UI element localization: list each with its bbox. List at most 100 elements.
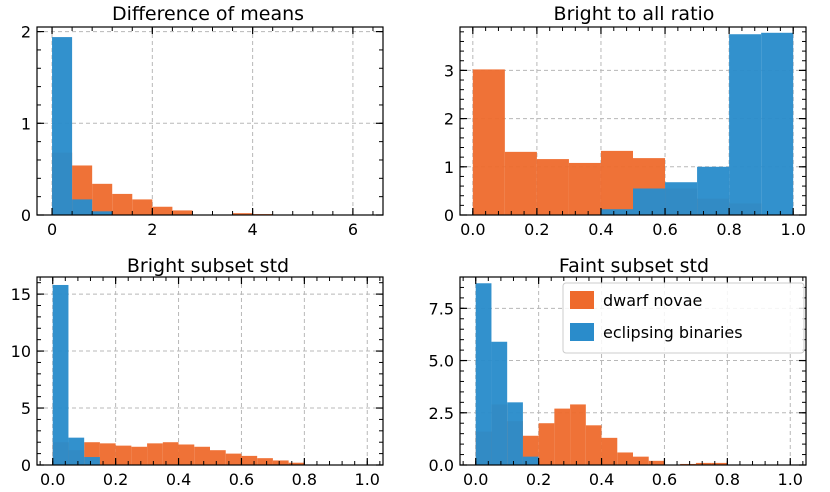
y-tick-label: 2 [444, 110, 454, 129]
x-tick-label: 0.0 [463, 470, 488, 489]
bar-eclipsing-binaries [72, 199, 93, 215]
y-tick-label: 1 [444, 158, 454, 177]
axes-frame [36, 26, 384, 216]
legend-box [562, 282, 805, 354]
x-tick-label: 0.8 [292, 470, 317, 489]
x-tick-label: 0.6 [229, 470, 254, 489]
x-tick-label: 2 [147, 220, 157, 239]
bar-eclipsing-binaries [522, 456, 539, 465]
y-tick-label: 0 [21, 206, 31, 225]
bar-dwarf-novae [288, 462, 305, 465]
bar-dwarf-novae [112, 193, 133, 215]
bar-dwarf-novae [538, 423, 555, 465]
bar-dwarf-novae [232, 213, 253, 215]
y-tick-label: 7.5 [429, 299, 454, 318]
panel-difference-of-means: Difference of means 0 2 4 6 0 1 2 [21, 3, 384, 239]
title-bright-to-all-ratio: Bright to all ratio [554, 3, 715, 25]
bar-dwarf-novae [131, 446, 148, 465]
bar-eclipsing-binaries [92, 211, 113, 215]
y-tick-label: 2 [21, 23, 31, 42]
x-tick-label: 4 [248, 220, 258, 239]
x-tick-label: 1.0 [778, 470, 803, 489]
x-tick-label: 0.2 [103, 470, 128, 489]
legend-swatch-dwarf-novae [570, 291, 594, 309]
y-tick-label: 0 [21, 456, 31, 475]
panel-bright-to-all-ratio: Bright to all ratio 0.0 0.2 0.4 0.6 0.8 1.0 0 1… [444, 3, 807, 239]
bar-eclipsing-binaries [491, 341, 508, 465]
bar-dwarf-novae [132, 199, 153, 215]
x-tick-label: 0.4 [166, 470, 191, 489]
x-tick-label: 1.0 [780, 220, 805, 239]
bar-eclipsing-binaries [697, 166, 730, 215]
title-bright-subset-std: Bright subset std [127, 255, 289, 277]
bar-dwarf-novae [536, 159, 569, 215]
y-tick-label: 5.0 [429, 352, 454, 371]
x-tick-label: 0.8 [716, 220, 741, 239]
y-tick-label: 15 [11, 285, 31, 304]
bar-dwarf-novae [162, 442, 179, 465]
title-difference-of-means: Difference of means [112, 3, 304, 25]
bar-dwarf-novae [241, 455, 258, 465]
legend-label-eclipsing-binaries: eclipsing binaries [603, 323, 743, 342]
bar-dwarf-novae [568, 162, 601, 215]
bar-dwarf-novae [585, 425, 602, 465]
bar-dwarf-novae [225, 453, 242, 465]
bar-eclipsing-binaries [761, 32, 794, 216]
x-tick-label: 0.2 [526, 470, 551, 489]
panel-bright-subset-std: Bright subset std 0.0 0.2 0.4 0.6 0.8 1.0 0 5 10… [11, 255, 384, 489]
bar-eclipsing-binaries [68, 437, 85, 465]
panel-faint-subset-std: Faint subset std 0.0 0.2 0.4 0.6 0.8 1.0 0.0 2.… [429, 255, 807, 489]
bar-eclipsing-binaries [665, 182, 698, 215]
bar-dwarf-novae [648, 460, 665, 465]
x-tick-label: 0.0 [460, 220, 485, 239]
bar-eclipsing-binaries [729, 34, 762, 215]
legend-swatch-eclipsing-binaries [570, 323, 594, 341]
legend-label-dwarf-novae: dwarf novae [603, 291, 702, 310]
x-tick-label: 6 [348, 220, 358, 239]
x-tick-label: 0.2 [524, 220, 549, 239]
y-tick-label: 0.0 [429, 456, 454, 475]
bar-dwarf-novae [272, 460, 289, 465]
bar-eclipsing-binaries [84, 457, 100, 465]
bar-dwarf-novae [600, 150, 633, 215]
bar-eclipsing-binaries [633, 188, 666, 215]
bar-dwarf-novae [99, 443, 116, 465]
x-tick-label: 0.0 [40, 470, 65, 489]
bar-eclipsing-binaries [52, 284, 69, 465]
bar-dwarf-novae [617, 452, 633, 465]
bar-eclipsing-binaries [475, 283, 492, 465]
y-tick-label: 0 [444, 206, 454, 225]
bar-dwarf-novae [178, 444, 195, 465]
x-tick-label: 0.6 [652, 220, 677, 239]
y-tick-label: 5 [21, 399, 31, 418]
bar-dwarf-novae [194, 446, 210, 465]
x-tick-label: 1.0 [355, 470, 380, 489]
bar-dwarf-novae [115, 445, 132, 465]
x-tick-label: 0.8 [715, 470, 740, 489]
bar-eclipsing-binaries [600, 209, 633, 215]
bar-dwarf-novae [570, 404, 586, 465]
y-tick-label: 2.5 [429, 404, 454, 423]
bar-dwarf-novae [504, 151, 537, 215]
bar-eclipsing-binaries [52, 37, 73, 216]
bar-dwarf-novae [601, 437, 618, 465]
bar-eclipsing-binaries [507, 402, 523, 465]
axes-frame [459, 26, 807, 216]
x-tick-label: 0.6 [652, 470, 677, 489]
bar-dwarf-novae [210, 450, 226, 465]
x-tick-label: 0.4 [589, 470, 614, 489]
y-tick-label: 3 [444, 61, 454, 80]
bar-dwarf-novae [554, 408, 571, 465]
bar-dwarf-novae [147, 443, 163, 465]
bar-dwarf-novae [152, 206, 173, 215]
axes-frame [36, 276, 384, 466]
bar-dwarf-novae [92, 183, 113, 215]
bar-dwarf-novae [257, 458, 273, 465]
x-tick-label: 0.4 [588, 220, 613, 239]
bar-dwarf-novae [711, 462, 728, 465]
bar-dwarf-novae [695, 462, 712, 465]
bar-dwarf-novae [633, 456, 649, 465]
bar-dwarf-novae [172, 210, 193, 215]
legend: dwarf novae eclipsing binaries [562, 282, 805, 354]
